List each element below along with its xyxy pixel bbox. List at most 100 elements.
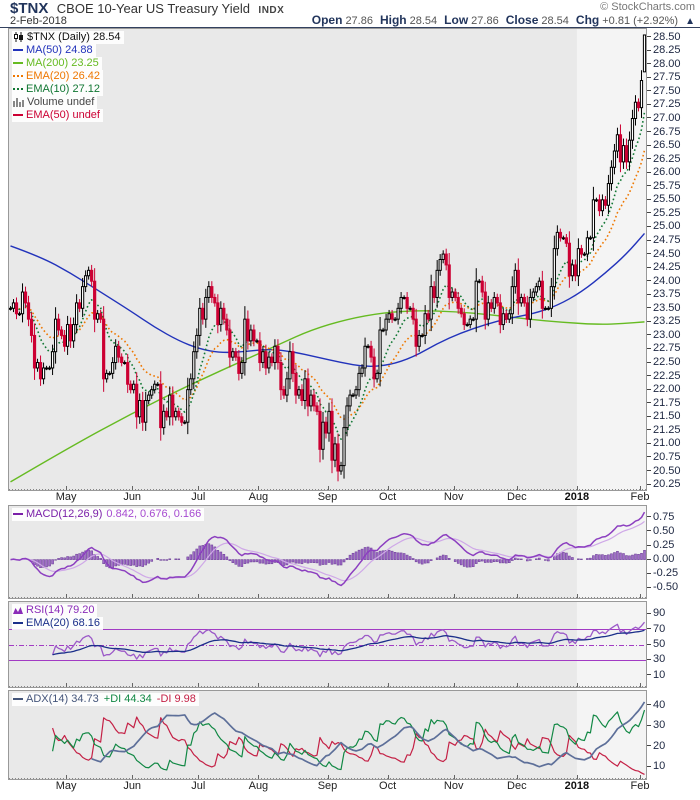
month-axis-top: May Jun Jul Aug Sep Oct Nov Dec 2018 Feb bbox=[0, 491, 700, 505]
x-axis-month-label: Jun bbox=[123, 780, 142, 792]
legend-volume-row: Volume undef bbox=[12, 96, 98, 109]
price-chart-canvas bbox=[9, 29, 646, 490]
x-axis-month-label: May bbox=[55, 491, 77, 503]
price-y-tick: 24.75 bbox=[647, 234, 681, 246]
price-y-tick: 20.25 bbox=[647, 478, 681, 490]
macd-y-tick: -0.50 bbox=[647, 581, 678, 593]
price-y-tick: 28.50 bbox=[647, 31, 681, 43]
price-y-tick: 28.25 bbox=[647, 44, 681, 56]
ema50-line-swatch bbox=[13, 114, 23, 117]
rsi-chart-canvas bbox=[9, 602, 646, 687]
price-y-tick: 23.25 bbox=[647, 315, 681, 327]
legend-rsi-ema-label: EMA(20) 68.16 bbox=[26, 617, 100, 629]
legend-ma200-row: MA(200) 23.25 bbox=[12, 57, 102, 70]
macd-line-swatch bbox=[13, 513, 23, 516]
high-value: 28.54 bbox=[409, 15, 438, 27]
adx-y-tick: 30 bbox=[647, 719, 665, 731]
legend-rsi-label: RSI(14) 79.20 bbox=[26, 604, 95, 616]
x-axis-month-label: 2018 bbox=[564, 491, 590, 503]
price-y-tick: 24.00 bbox=[647, 275, 681, 287]
price-y-tick: 26.50 bbox=[647, 139, 681, 151]
rsi-area-icon bbox=[13, 606, 23, 615]
up-arrow-icon: ▲ bbox=[685, 16, 695, 27]
legend-plus-di-label: +DI 44.34 bbox=[103, 693, 152, 705]
macd-y-tick: -0.25 bbox=[647, 567, 678, 579]
price-y-tick: 27.25 bbox=[647, 98, 681, 110]
volume-bars-icon bbox=[13, 97, 24, 107]
macd-legend: MACD(12,26,9) 0.842, 0.676, 0.166 bbox=[12, 508, 205, 521]
chart-date: 2-Feb-2018 bbox=[10, 15, 67, 27]
legend-ema20-row: EMA(20) 26.42 bbox=[12, 70, 103, 83]
x-axis-month-label: Feb bbox=[630, 780, 650, 792]
chart-header: $TNX CBOE 10-Year US Treasury Yield INDX… bbox=[0, 0, 700, 28]
macd-y-axis: 0.75 0.50 0.25 0.00 -0.25 -0.50 bbox=[647, 505, 700, 599]
macd-y-tick: 0.00 bbox=[647, 553, 674, 565]
adx-y-tick: 40 bbox=[647, 699, 665, 711]
legend-rsi-row: RSI(14) 79.20 bbox=[12, 604, 98, 617]
legend-ema50-row: EMA(50) undef bbox=[12, 109, 103, 122]
macd-y-tick: 0.50 bbox=[647, 525, 674, 537]
legend-ema50-label: EMA(50) undef bbox=[26, 109, 100, 121]
price-y-axis: 28.50 28.25 28.00 27.75 27.50 27.25 27.00 26.75… bbox=[647, 28, 700, 491]
price-y-tick: 25.25 bbox=[647, 207, 681, 219]
candlestick-icon bbox=[13, 32, 24, 43]
low-value: 27.86 bbox=[471, 15, 499, 27]
price-y-tick: 20.50 bbox=[647, 465, 681, 477]
close-value: 28.54 bbox=[541, 15, 569, 27]
legend-minus-di-label: -DI 9.98 bbox=[156, 693, 196, 705]
legend-rsi-ema-row: EMA(20) 68.16 bbox=[12, 617, 103, 630]
instrument-name: CBOE 10-Year US Treasury Yield bbox=[56, 1, 250, 16]
legend-symbol-row: $TNX (Daily) 28.54 bbox=[12, 31, 124, 44]
exchange-label: INDX bbox=[258, 5, 285, 16]
close-label: Close bbox=[505, 13, 539, 27]
high-label: High bbox=[379, 13, 407, 27]
legend-ma200-label: MA(200) 23.25 bbox=[26, 57, 99, 69]
macd-panel: MACD(12,26,9) 0.842, 0.676, 0.166 0.75 0.… bbox=[8, 505, 700, 599]
rsi-y-tick: 50 bbox=[647, 638, 665, 650]
price-y-tick: 25.75 bbox=[647, 180, 681, 192]
legend-macd-label: MACD(12,26,9) bbox=[26, 508, 103, 520]
x-axis-month-label: Jul bbox=[191, 491, 206, 503]
x-axis-month-label: Oct bbox=[379, 491, 397, 503]
price-plot-area: $TNX (Daily) 28.54 MA(50) 24.88 MA(200) … bbox=[8, 28, 647, 491]
macd-chart-canvas bbox=[9, 506, 646, 598]
x-axis-month-label: Nov bbox=[443, 491, 464, 503]
symbol-title-row: $TNX CBOE 10-Year US Treasury Yield INDX bbox=[10, 0, 284, 18]
x-axis-month-label: Jul bbox=[191, 780, 206, 792]
x-axis-month-label: Sep bbox=[317, 780, 338, 792]
low-label: Low bbox=[444, 13, 469, 27]
x-axis-month-label: Aug bbox=[248, 780, 269, 792]
price-y-tick: 22.50 bbox=[647, 356, 681, 368]
x-axis-month-label: Oct bbox=[379, 780, 397, 792]
price-y-tick: 26.00 bbox=[647, 166, 681, 178]
legend-macd-values: 0.842, 0.676, 0.166 bbox=[106, 508, 202, 520]
x-axis-month-label: 2018 bbox=[564, 780, 590, 792]
x-axis-month-label: Dec bbox=[507, 780, 527, 792]
legend-adx-row: ADX(14) 34.73 +DI 44.34 -DI 9.98 bbox=[12, 693, 199, 706]
legend-ema10-label: EMA(10) 27.12 bbox=[26, 83, 100, 95]
price-y-tick: 21.75 bbox=[647, 397, 681, 409]
price-y-tick: 28.00 bbox=[647, 58, 681, 70]
copyright-label: © StockCharts.com bbox=[600, 1, 695, 13]
x-axis-month-label: Jun bbox=[123, 491, 142, 503]
month-axis-bottom: May Jun Jul Aug Sep Oct Nov Dec 2018 Feb bbox=[0, 780, 700, 794]
legend-symbol-label: $TNX (Daily) 28.54 bbox=[27, 31, 121, 43]
rsi-ema-line-swatch bbox=[13, 622, 23, 625]
x-axis-month-label: May bbox=[55, 780, 77, 792]
ticker-symbol: $TNX bbox=[10, 0, 49, 17]
macd-y-tick: 0.75 bbox=[647, 511, 674, 523]
legend-volume-label: Volume undef bbox=[27, 96, 95, 108]
ohlc-quote-row: Open 27.86 High 28.54 Low 27.86 Close 28.54 Chg +… bbox=[312, 13, 695, 27]
adx-y-tick: 20 bbox=[647, 740, 665, 752]
price-y-tick: 20.75 bbox=[647, 451, 681, 463]
price-y-tick: 25.00 bbox=[647, 220, 681, 232]
price-y-tick: 25.50 bbox=[647, 193, 681, 205]
rsi-y-tick: 10 bbox=[647, 669, 665, 681]
rsi-y-axis: 90 70 50 30 10 bbox=[647, 601, 700, 688]
rsi-y-tick: 30 bbox=[647, 653, 665, 665]
x-axis-month-label: Aug bbox=[248, 491, 269, 503]
ema10-dots-swatch bbox=[13, 88, 23, 91]
x-axis-month-label: Nov bbox=[443, 780, 464, 792]
legend-ema20-label: EMA(20) 26.42 bbox=[26, 70, 100, 82]
price-y-tick: 27.00 bbox=[647, 112, 681, 124]
